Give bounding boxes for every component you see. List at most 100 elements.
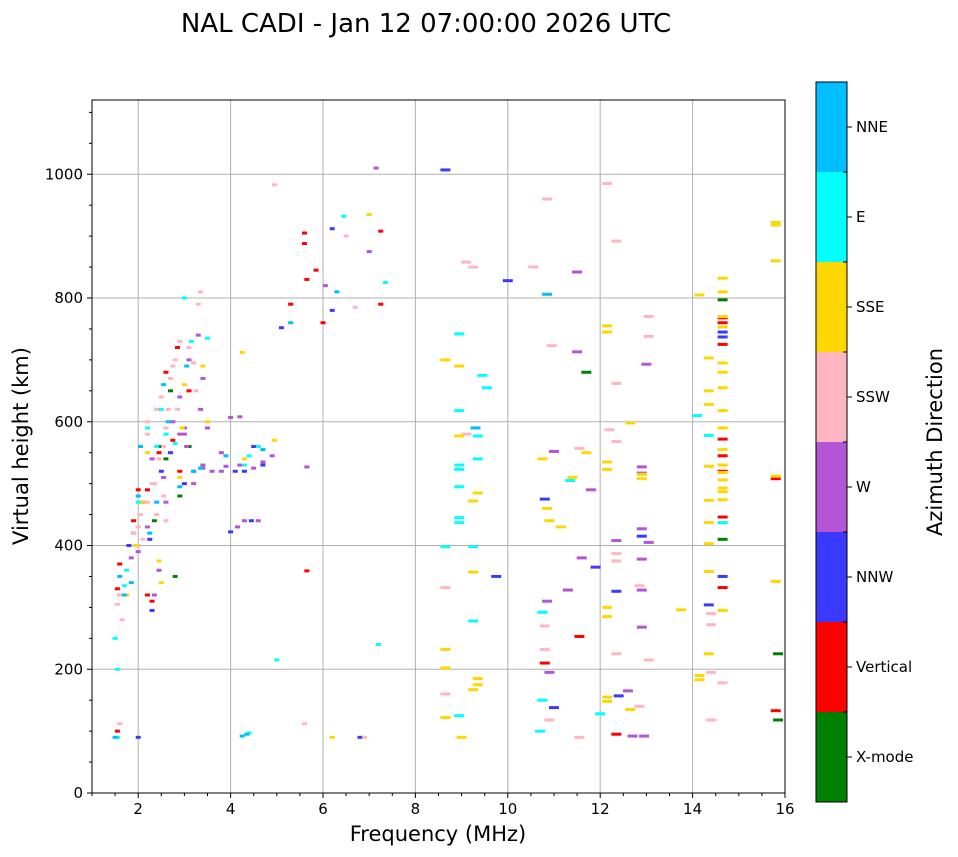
data-point bbox=[144, 420, 150, 424]
colorbar-segment bbox=[816, 442, 847, 532]
data-point bbox=[717, 470, 728, 474]
y-tick-label: 0 bbox=[73, 784, 83, 802]
data-point bbox=[472, 677, 483, 681]
data-point bbox=[186, 358, 192, 362]
data-point bbox=[149, 599, 155, 603]
colorbar-frame bbox=[815, 81, 848, 803]
data-point bbox=[440, 716, 451, 720]
data-point bbox=[576, 556, 587, 560]
data-point bbox=[186, 389, 192, 393]
data-point bbox=[140, 500, 146, 504]
data-point bbox=[114, 729, 120, 733]
data-point bbox=[706, 612, 717, 616]
data-point bbox=[151, 519, 157, 523]
data-point bbox=[574, 634, 585, 638]
data-point bbox=[440, 168, 451, 172]
data-point bbox=[161, 445, 167, 448]
data-point bbox=[472, 457, 483, 461]
data-point bbox=[542, 197, 553, 201]
data-point bbox=[235, 525, 241, 529]
data-point bbox=[138, 513, 144, 517]
data-point bbox=[165, 420, 171, 424]
data-point bbox=[322, 284, 328, 288]
data-point bbox=[302, 231, 308, 235]
colorbar-label: Azimuth Direction bbox=[923, 348, 947, 536]
data-point bbox=[717, 361, 728, 365]
data-point bbox=[636, 557, 647, 561]
data-point bbox=[154, 513, 160, 517]
data-point bbox=[117, 722, 123, 726]
data-point bbox=[223, 464, 229, 468]
data-point bbox=[278, 326, 284, 330]
data-point bbox=[251, 466, 257, 470]
data-point bbox=[352, 305, 358, 309]
data-point bbox=[135, 500, 141, 504]
data-point bbox=[770, 477, 781, 481]
data-point bbox=[717, 276, 728, 280]
data-point bbox=[611, 239, 622, 243]
data-point bbox=[147, 531, 153, 535]
data-point bbox=[454, 409, 465, 413]
data-point bbox=[544, 519, 555, 523]
data-point bbox=[200, 463, 206, 467]
y-axis-label: Virtual height (km) bbox=[9, 347, 33, 545]
data-point bbox=[641, 362, 652, 366]
data-point bbox=[440, 666, 451, 670]
data-point bbox=[205, 420, 210, 424]
data-point bbox=[140, 537, 146, 541]
x-tick-label: 12 bbox=[591, 800, 610, 818]
data-point bbox=[454, 516, 465, 520]
data-point bbox=[177, 432, 183, 436]
data-point bbox=[717, 463, 728, 467]
data-point bbox=[461, 432, 472, 436]
data-point bbox=[195, 302, 201, 306]
data-point bbox=[717, 454, 728, 458]
data-point bbox=[138, 445, 144, 448]
data-point bbox=[581, 370, 592, 374]
data-point bbox=[602, 330, 613, 334]
data-point bbox=[643, 334, 654, 338]
data-point bbox=[228, 415, 234, 419]
colorbar-tick-label: NNE bbox=[856, 118, 888, 136]
y-tick-label: 200 bbox=[54, 660, 83, 678]
data-point bbox=[625, 421, 636, 425]
data-point bbox=[163, 519, 169, 523]
data-point bbox=[188, 339, 194, 343]
data-point bbox=[135, 488, 141, 492]
data-point bbox=[186, 346, 192, 349]
data-point bbox=[114, 667, 120, 671]
data-point bbox=[440, 545, 451, 549]
data-point bbox=[676, 608, 687, 612]
data-point bbox=[622, 689, 633, 693]
data-point bbox=[562, 588, 573, 592]
data-point bbox=[770, 709, 781, 713]
data-point bbox=[611, 440, 622, 444]
data-point bbox=[555, 525, 566, 529]
data-point bbox=[304, 465, 310, 469]
y-tick-label: 600 bbox=[54, 413, 83, 431]
data-point bbox=[241, 469, 247, 473]
data-point bbox=[549, 706, 559, 710]
data-point bbox=[602, 699, 613, 703]
data-point bbox=[542, 506, 553, 510]
data-point bbox=[639, 734, 650, 738]
data-point bbox=[161, 494, 167, 498]
data-point bbox=[260, 463, 266, 467]
data-point bbox=[717, 370, 728, 374]
data-point bbox=[191, 482, 197, 486]
data-point bbox=[440, 358, 451, 362]
data-point bbox=[770, 474, 781, 478]
data-point bbox=[156, 559, 162, 563]
data-point bbox=[144, 593, 150, 597]
data-point bbox=[773, 652, 784, 656]
data-point bbox=[255, 445, 261, 448]
data-point bbox=[717, 515, 728, 519]
data-point bbox=[375, 643, 381, 646]
data-point bbox=[692, 414, 703, 418]
data-point bbox=[151, 593, 157, 597]
data-point bbox=[121, 593, 127, 597]
data-point bbox=[611, 732, 622, 736]
data-point bbox=[717, 330, 728, 334]
data-point bbox=[117, 574, 123, 578]
data-point bbox=[144, 488, 150, 492]
